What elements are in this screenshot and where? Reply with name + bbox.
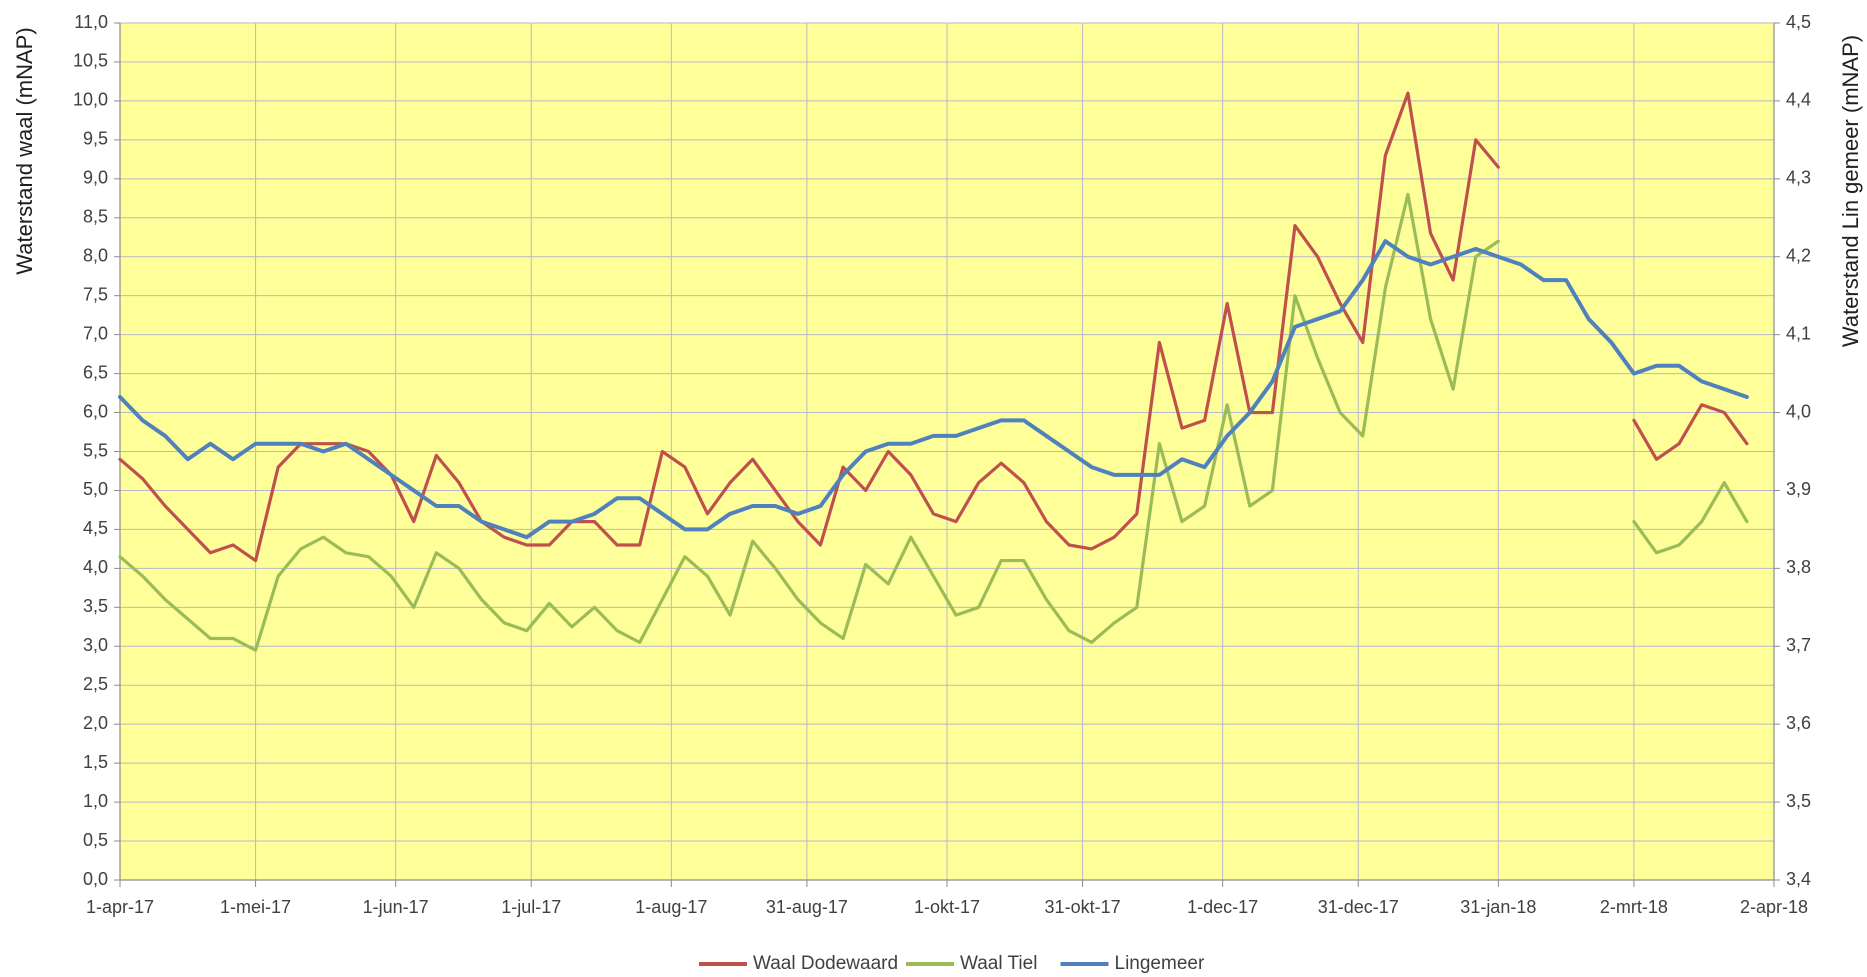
legend-text: Waal Dodewaard: [753, 953, 898, 974]
y-tick-label: 0,0: [83, 869, 108, 889]
y-tick-label: 10,5: [73, 51, 108, 71]
y2-tick-label: 3,8: [1786, 557, 1811, 577]
x-tick-label: 1-okt-17: [914, 897, 980, 917]
y-tick-label: 5,5: [83, 440, 108, 460]
y2-tick-label: 3,6: [1786, 713, 1811, 733]
y2-tick-label: 4,2: [1786, 245, 1811, 265]
x-tick-label: 1-apr-17: [86, 897, 154, 917]
y2-tick-label: 3,4: [1786, 869, 1811, 889]
y-tick-label: 0,5: [83, 830, 108, 850]
y2-tick-label: 3,9: [1786, 479, 1811, 499]
y-tick-label: 3,5: [83, 596, 108, 616]
x-tick-label: 1-aug-17: [635, 897, 707, 917]
y-tick-label: 2,0: [83, 713, 108, 733]
y2-tick-label: 4,0: [1786, 401, 1811, 421]
legend-text: Waal Tiel: [960, 953, 1037, 974]
y2-tick-label: 4,5: [1786, 12, 1811, 32]
x-tick-label: 2-apr-18: [1740, 897, 1808, 917]
y2-tick-label: 4,3: [1786, 168, 1811, 188]
y-tick-label: 7,0: [83, 323, 108, 343]
y-tick-label: 1,5: [83, 752, 108, 772]
y2-tick-label: 3,5: [1786, 791, 1811, 811]
y-tick-label: 10,0: [73, 90, 108, 110]
x-tick-label: 31-dec-17: [1318, 897, 1399, 917]
y-tick-label: 5,0: [83, 479, 108, 499]
y-tick-label: 6,5: [83, 362, 108, 382]
series-line: [118, 192, 1749, 652]
x-tick-label: 1-jul-17: [501, 897, 561, 917]
y2-tick-label: 3,7: [1786, 635, 1811, 655]
y-tick-label: 11,0: [74, 12, 108, 32]
y-tick-label: 9,0: [83, 168, 108, 188]
y-tick-label: 9,5: [83, 129, 108, 149]
x-tick-label: 1-jun-17: [363, 897, 429, 917]
x-tick-label: 31-aug-17: [766, 897, 848, 917]
y-tick-label: 6,0: [83, 401, 108, 421]
legend-text: Lingemeer: [1115, 953, 1205, 974]
y-tick-label: 3,0: [83, 635, 108, 655]
x-tick-label: 31-okt-17: [1045, 897, 1121, 917]
y-tick-label: 4,5: [83, 518, 108, 538]
y-tick-label: 2,5: [83, 674, 108, 694]
y2-tick-label: 4,1: [1786, 323, 1811, 343]
y-tick-label: 4,0: [83, 557, 108, 577]
series-line: [118, 239, 1749, 540]
y-tick-label: 8,5: [83, 207, 108, 227]
x-tick-label: 31-jan-18: [1460, 897, 1536, 917]
y-tick-label: 8,0: [83, 245, 108, 265]
y-tick-label: 1,0: [83, 791, 108, 811]
y2-tick-label: 4,4: [1786, 90, 1811, 110]
y-axis-title: Waterstand waal (mNAP): [12, 27, 37, 274]
y-tick-label: 7,5: [83, 284, 108, 304]
y2-axis-title: Waterstand Lin gemeer (mNAP): [1838, 35, 1863, 347]
x-tick-label: 1-mei-17: [220, 897, 291, 917]
x-tick-label: 2-mrt-18: [1600, 897, 1668, 917]
x-tick-label: 1-dec-17: [1187, 897, 1258, 917]
